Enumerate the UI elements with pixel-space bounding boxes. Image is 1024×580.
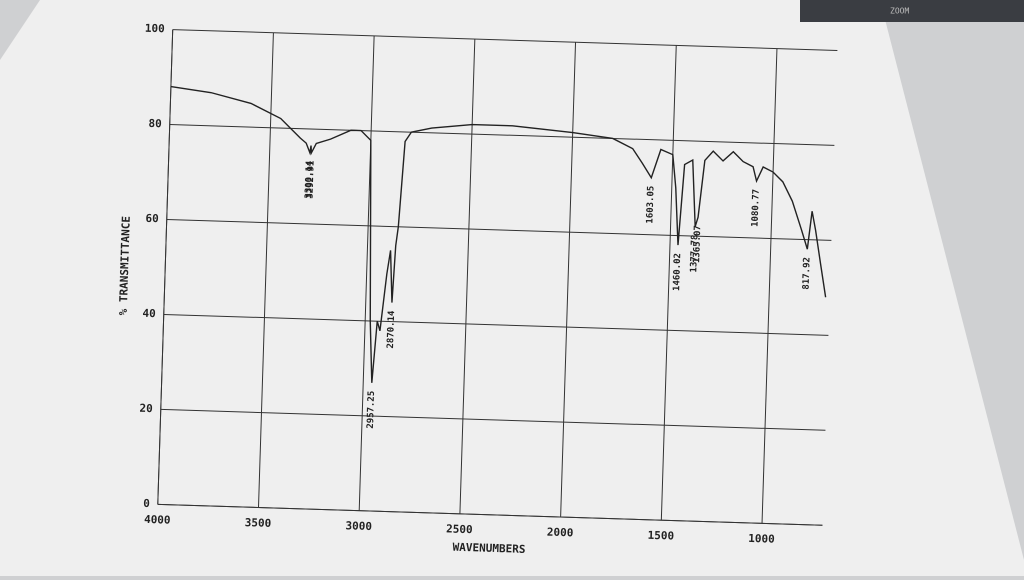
grid-line bbox=[172, 29, 838, 51]
x-tick-label: 1500 bbox=[647, 529, 674, 543]
y-tick-label: 60 bbox=[145, 212, 159, 225]
x-tick-label: 3500 bbox=[245, 516, 272, 530]
plot: 0 20 40 60 80 100 4000 3500 3000 2500 2000 1500 1000… bbox=[117, 22, 838, 556]
y-tick-label: 0 bbox=[143, 497, 150, 510]
peak-label: 3292.91 bbox=[305, 161, 316, 199]
grid-line bbox=[560, 42, 577, 518]
x-tick-label: 1000 bbox=[748, 532, 775, 546]
peak-label: 2870.14 bbox=[386, 310, 397, 349]
peak-label: 1460.02 bbox=[672, 253, 683, 291]
peak-label: 1365.07 bbox=[692, 225, 703, 263]
grid-line bbox=[163, 313, 829, 336]
y-tick-label: 40 bbox=[142, 307, 156, 320]
x-tick-label: 2500 bbox=[446, 522, 473, 536]
y-tick-label: 80 bbox=[148, 117, 162, 130]
peak-label: 1377.78 bbox=[689, 234, 700, 272]
grid-line bbox=[169, 124, 835, 146]
spectrum-line bbox=[170, 85, 827, 383]
peak-label: 2957.25 bbox=[366, 391, 377, 429]
grid-line bbox=[459, 39, 476, 514]
y-tick-label: 100 bbox=[145, 22, 165, 36]
grid-line bbox=[358, 35, 375, 511]
grid-line bbox=[157, 29, 174, 505]
peak-label: 3300.14 bbox=[304, 160, 315, 199]
zoom-label[interactable]: ZOOM bbox=[890, 7, 909, 16]
peak-label: 817.92 bbox=[802, 257, 813, 290]
grid-line bbox=[257, 32, 274, 508]
x-axis-label: WAVENUMBERS bbox=[452, 541, 525, 556]
x-tick-label: 2000 bbox=[547, 526, 574, 540]
peak-label: 1080.77 bbox=[751, 189, 762, 227]
grid-line bbox=[660, 45, 677, 521]
grid-line bbox=[160, 408, 826, 431]
grid-line bbox=[166, 219, 832, 241]
viewer-toolbar bbox=[800, 0, 1024, 22]
x-tick-label: 4000 bbox=[144, 513, 171, 527]
peak-label: 1603.05 bbox=[645, 186, 656, 224]
x-tick-label: 3000 bbox=[345, 519, 372, 533]
y-axis-label: % TRANSMITTANCE bbox=[117, 216, 133, 316]
y-tick-label: 20 bbox=[139, 402, 153, 415]
grid-line bbox=[761, 48, 778, 524]
grid-line bbox=[157, 503, 823, 526]
